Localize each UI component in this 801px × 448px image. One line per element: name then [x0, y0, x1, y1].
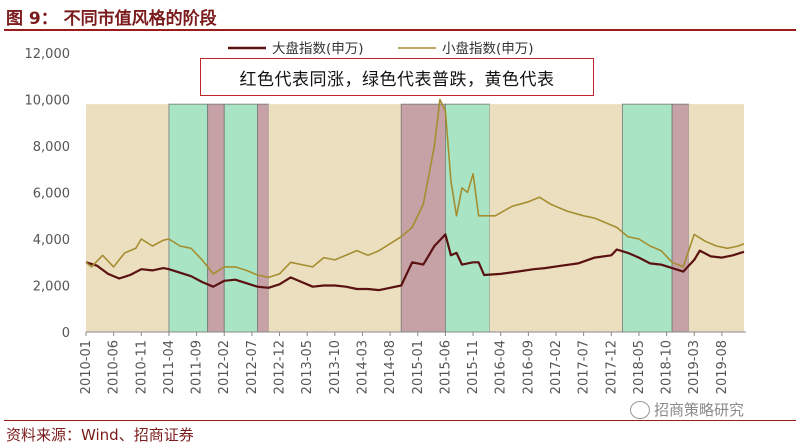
source-rule — [4, 420, 796, 421]
chart-svg: 0 2,000 4,000 6,000 8,000 10,000 12,000 2010-01… — [25, 40, 746, 394]
regime-band-red — [207, 103, 225, 333]
y-tick-label: 10,000 — [25, 94, 71, 109]
series-layer — [85, 98, 745, 292]
x-tick-label: 2010-06 — [107, 340, 122, 394]
x-tick-label: 2012-07 — [245, 340, 260, 394]
x-tick-label: 2013-05 — [300, 340, 315, 394]
figure-title: 图 9： 不同市值风格的阶段 — [6, 9, 217, 29]
y-tick-label: 2,000 — [33, 280, 70, 295]
regime-band-yellow — [86, 104, 169, 333]
x-tick-label: 2016-09 — [521, 340, 536, 394]
watermark-text: 招商策略研究 — [654, 401, 745, 419]
regime-bands — [86, 103, 744, 333]
x-tick-label: 2011-04 — [162, 340, 177, 394]
watermark: 招商策略研究 — [630, 399, 744, 420]
regime-band-red — [400, 103, 446, 333]
axes: 0 2,000 4,000 6,000 8,000 10,000 12,000 2010-01… — [25, 47, 746, 394]
chart-annotation: 红色代表同涨，绿色代表普跌，黄色代表 — [200, 58, 594, 96]
y-tick-label: 12,000 — [25, 47, 71, 62]
y-tick-label: 4,000 — [33, 233, 70, 248]
legend-label: 小盘指数(申万) — [442, 40, 534, 57]
x-tick-label: 2010-11 — [134, 340, 149, 394]
x-tick-label: 2014-03 — [355, 340, 370, 394]
x-tick-label: 2018-10 — [660, 340, 675, 394]
series-line-small-cap — [85, 98, 745, 279]
x-tick-label: 2018-05 — [632, 340, 647, 394]
y-tick-label: 6,000 — [33, 187, 70, 202]
x-tick-label: 2014-08 — [383, 340, 398, 394]
series-line-large-cap — [85, 233, 745, 292]
legend: 大盘指数(申万) 小盘指数(申万) — [228, 40, 534, 57]
x-tick-label: 2019-08 — [715, 340, 730, 394]
title-rule — [4, 29, 796, 31]
regime-band-red — [671, 103, 690, 333]
x-tick-label: 2016-04 — [494, 340, 509, 394]
regime-band-red — [257, 103, 269, 333]
x-tick-label: 2015-06 — [438, 340, 453, 394]
regime-band-green — [621, 103, 673, 333]
regime-band-green — [223, 103, 258, 333]
x-tick-label: 2010-01 — [79, 340, 94, 394]
x-tick-label: 2019-03 — [687, 340, 702, 394]
x-tick-label: 2013-10 — [328, 340, 343, 394]
regime-band-green — [445, 103, 491, 333]
y-tick-label: 0 — [62, 326, 70, 341]
x-tick-label: 2015-11 — [466, 340, 481, 394]
x-tick-label: 2015-01 — [411, 340, 426, 394]
x-tick-label: 2017-12 — [604, 340, 619, 394]
x-tick-label: 2012-12 — [273, 340, 288, 394]
y-tick-label: 8,000 — [33, 140, 70, 155]
x-tick-label: 2017-07 — [577, 340, 592, 394]
source-note: 资料来源：Wind、招商证券 — [6, 426, 194, 444]
legend-label: 大盘指数(申万) — [272, 40, 364, 57]
x-tick-label: 2017-02 — [549, 340, 564, 394]
x-tick-label: 2012-02 — [217, 340, 232, 394]
wechat-icon — [630, 400, 650, 419]
regime-band-green — [168, 103, 209, 333]
regime-band-yellow — [489, 104, 623, 333]
regime-band-yellow — [268, 104, 402, 333]
regime-band-yellow — [688, 104, 744, 333]
x-tick-label: 2011-09 — [190, 340, 205, 394]
